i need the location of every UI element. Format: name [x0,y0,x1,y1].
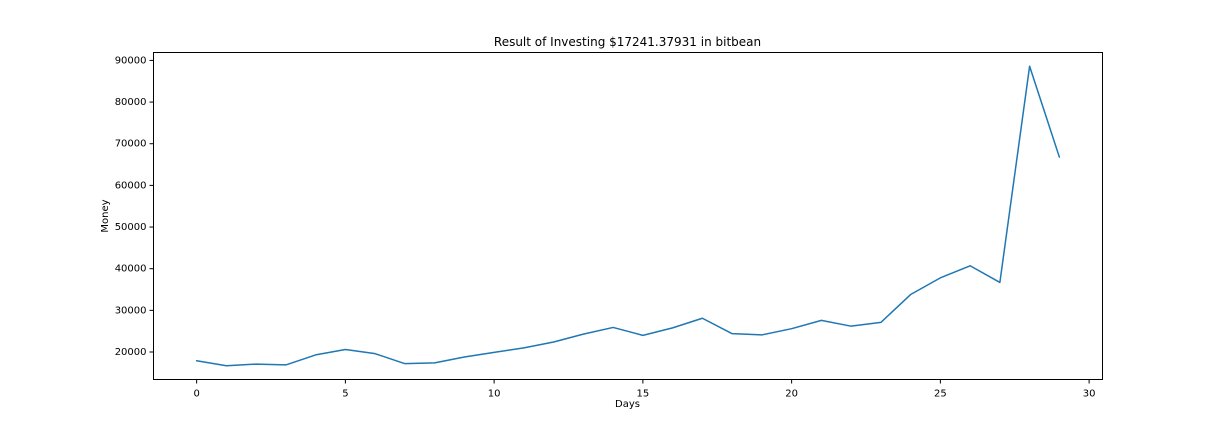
y-axis-ticks: 20000 30000 40000 50000 60000 70000 80000 90000 [115,55,154,358]
y-tick-label: 50000 [115,222,147,233]
y-tick-label: 20000 [115,347,147,358]
x-tick-label: 15 [637,389,650,400]
x-tick-label: 10 [488,389,501,400]
x-tick-label: 0 [193,389,199,400]
x-axis-label: Days [615,399,640,410]
plot-frame [153,52,1103,380]
y-tick-label: 70000 [115,139,147,150]
series-layer [195,65,1061,367]
y-tick-label: 80000 [115,97,147,108]
x-tick-label: 5 [342,389,348,400]
y-tick-label: 30000 [115,305,147,316]
y-tick-label: 40000 [115,264,147,275]
y-axis-label: Money [100,199,111,232]
series-line-0 [195,65,1061,367]
x-tick-label: 30 [1083,389,1096,400]
x-axis-ticks: 0 5 10 15 20 25 30 [193,379,1096,400]
y-tick-label: 60000 [115,180,147,191]
x-tick-label: 20 [785,389,798,400]
chart-title: Result of Investing $17241.37931 in bitb… [494,35,761,49]
y-tick-label: 90000 [115,55,147,66]
x-tick-label: 25 [934,389,947,400]
